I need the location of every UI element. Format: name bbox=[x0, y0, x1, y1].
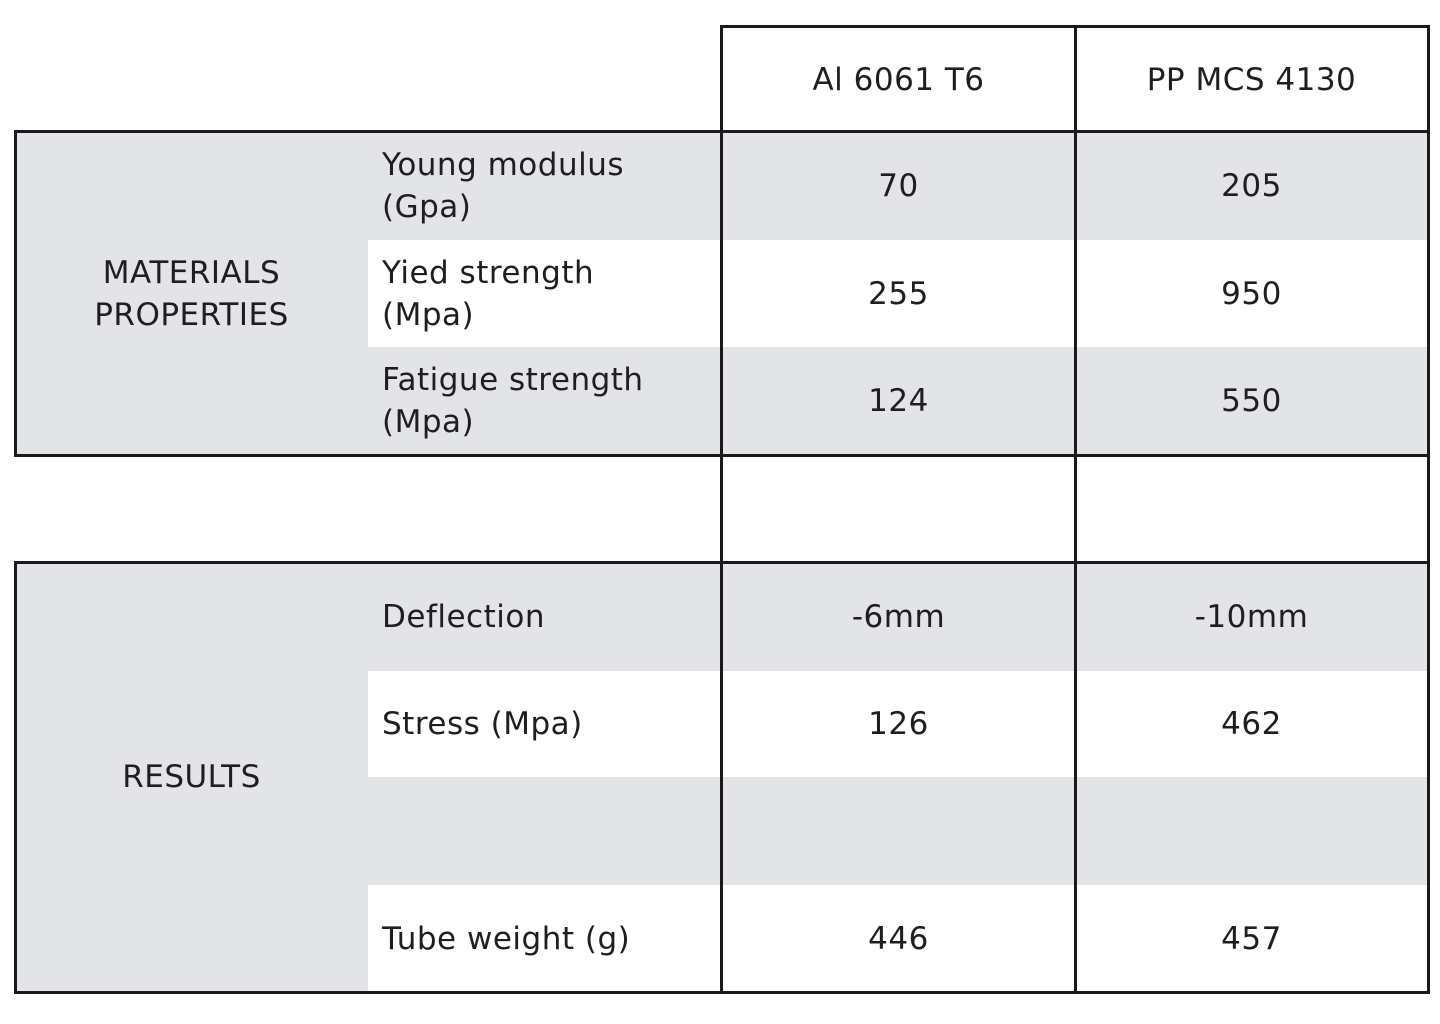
cell-tube-weight-pp: 457 bbox=[1075, 885, 1428, 992]
border-left-materials bbox=[14, 130, 17, 457]
cell-deflection-al: -6mm bbox=[722, 562, 1075, 671]
cell-empty-al bbox=[722, 777, 1075, 885]
border-col-al-left bbox=[720, 25, 723, 994]
row-label-fatigue-strength: Fatigue strength (Mpa) bbox=[368, 347, 722, 455]
border-right bbox=[1427, 25, 1430, 994]
cell-stress-al: 126 bbox=[722, 671, 1075, 777]
cell-fatigue-strength-al: 124 bbox=[722, 347, 1075, 455]
border-col-pp-left bbox=[1074, 25, 1077, 994]
border-left-results bbox=[14, 561, 17, 994]
spacer-cell-al bbox=[722, 455, 1075, 562]
spacer-cell-pp bbox=[1075, 455, 1428, 562]
column-header-pp-mcs: PP MCS 4130 bbox=[1075, 27, 1428, 132]
column-header-al6061: Al 6061 T6 bbox=[722, 27, 1075, 132]
row-label-stress: Stress (Mpa) bbox=[368, 671, 722, 777]
cell-tube-weight-al: 446 bbox=[722, 885, 1075, 992]
cell-yield-strength-pp: 950 bbox=[1075, 240, 1428, 347]
cell-young-modulus-pp: 205 bbox=[1075, 132, 1428, 240]
row-label-young-modulus: Young modulus (Gpa) bbox=[368, 132, 722, 240]
cell-yield-strength-al: 255 bbox=[722, 240, 1075, 347]
row-label-deflection: Deflection bbox=[368, 562, 722, 671]
cell-empty-pp bbox=[1075, 777, 1428, 885]
row-label-empty bbox=[368, 777, 722, 885]
row-label-yield-strength: Yied strength (Mpa) bbox=[368, 240, 722, 347]
row-label-tube-weight: Tube weight (g) bbox=[368, 885, 722, 992]
group-label-materials-properties: MATERIALS PROPERTIES bbox=[15, 132, 368, 455]
cell-fatigue-strength-pp: 550 bbox=[1075, 347, 1428, 455]
cell-young-modulus-al: 70 bbox=[722, 132, 1075, 240]
cell-deflection-pp: -10mm bbox=[1075, 562, 1428, 671]
group-label-results: RESULTS bbox=[15, 562, 368, 992]
cell-stress-pp: 462 bbox=[1075, 671, 1428, 777]
